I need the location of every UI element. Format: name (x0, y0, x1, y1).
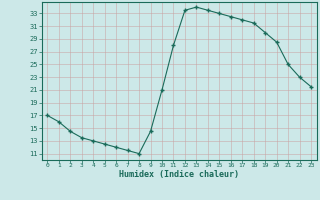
X-axis label: Humidex (Indice chaleur): Humidex (Indice chaleur) (119, 170, 239, 179)
